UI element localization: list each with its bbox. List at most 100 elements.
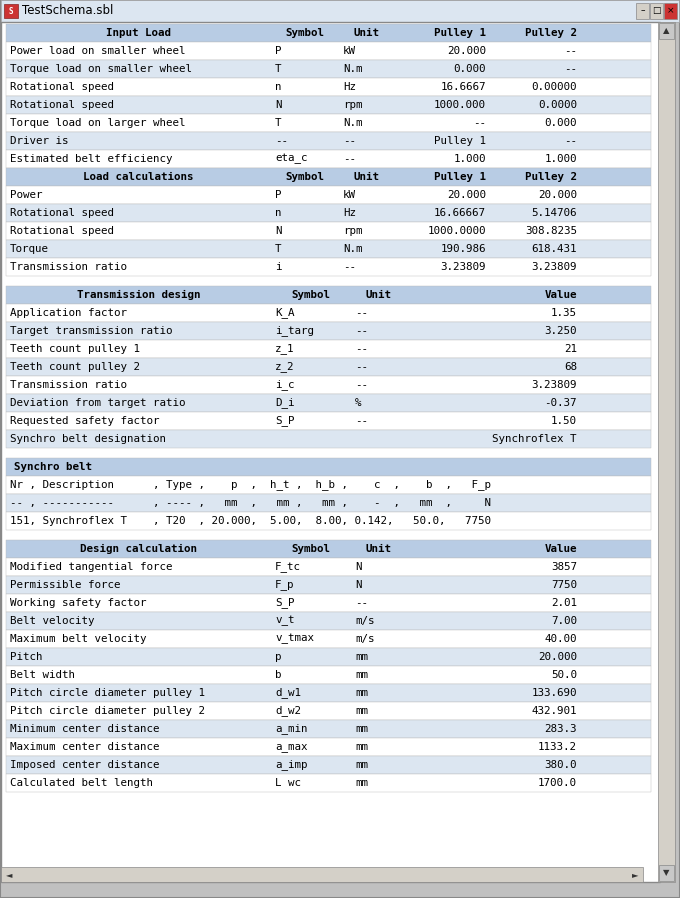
Text: Hz: Hz [343, 82, 356, 92]
Bar [6, 376, 651, 394]
Text: N.m: N.m [343, 118, 362, 128]
Text: Torque load on smaller wheel: Torque load on smaller wheel [10, 64, 192, 74]
Text: F_p: F_p [275, 579, 294, 591]
Text: T: T [275, 64, 282, 74]
Text: v_tmax: v_tmax [275, 634, 314, 644]
Text: P: P [275, 190, 282, 200]
Text: 0.000: 0.000 [545, 118, 577, 128]
Text: --: -- [355, 598, 368, 608]
Text: n: n [275, 208, 282, 218]
Text: Power: Power [10, 190, 42, 200]
Bar [6, 540, 651, 558]
Text: i_c: i_c [275, 380, 294, 391]
Text: 0.0000: 0.0000 [538, 100, 577, 110]
Text: -0.37: -0.37 [545, 398, 577, 408]
Bar [6, 24, 651, 42]
Text: 1000.0000: 1000.0000 [428, 226, 486, 236]
Text: Minimum center distance: Minimum center distance [10, 724, 160, 734]
Bar [650, 3, 663, 19]
Text: Torque load on larger wheel: Torque load on larger wheel [10, 118, 186, 128]
Bar [6, 512, 651, 530]
Text: 20.000: 20.000 [538, 652, 577, 662]
Bar [6, 630, 651, 648]
Text: 16.66667: 16.66667 [434, 208, 486, 218]
Text: ◄: ◄ [5, 870, 12, 879]
Bar [659, 23, 674, 39]
Text: Rotational speed: Rotational speed [10, 226, 114, 236]
Text: --: -- [564, 64, 577, 74]
Text: Driver is: Driver is [10, 136, 69, 146]
Text: Transmission ratio: Transmission ratio [10, 380, 127, 390]
Text: Pulley 2: Pulley 2 [525, 28, 577, 38]
Bar [6, 114, 651, 132]
Text: Maximum center distance: Maximum center distance [10, 742, 160, 752]
Text: 308.8235: 308.8235 [525, 226, 577, 236]
Text: mm: mm [355, 670, 368, 680]
Text: D_i: D_i [275, 398, 294, 409]
Text: ×: × [667, 6, 675, 15]
Text: z_2: z_2 [275, 362, 294, 373]
Text: a_min: a_min [275, 724, 307, 735]
Text: T: T [275, 118, 282, 128]
Text: Torque: Torque [10, 244, 49, 254]
Text: mm: mm [355, 742, 368, 752]
Text: 380.0: 380.0 [545, 760, 577, 770]
Text: □: □ [652, 6, 661, 15]
Text: T: T [275, 244, 282, 254]
Text: Modified tangential force: Modified tangential force [10, 562, 173, 572]
Text: TestSchema.sbl: TestSchema.sbl [22, 4, 114, 17]
Bar [6, 168, 651, 186]
Bar [6, 150, 651, 168]
Text: --: -- [564, 46, 577, 56]
Text: Pitch circle diameter pulley 1: Pitch circle diameter pulley 1 [10, 688, 205, 698]
Text: a_imp: a_imp [275, 760, 307, 770]
Text: 16.6667: 16.6667 [441, 82, 486, 92]
Text: Unit: Unit [354, 172, 379, 182]
Text: z_1: z_1 [275, 344, 294, 355]
Text: N.m: N.m [343, 244, 362, 254]
Text: S_P: S_P [275, 416, 294, 427]
Bar [1, 867, 643, 882]
Text: p: p [275, 652, 282, 662]
Text: Synchroflex T: Synchroflex T [492, 434, 577, 444]
Text: Hz: Hz [343, 208, 356, 218]
Text: Value: Value [545, 544, 577, 554]
Text: K_A: K_A [275, 307, 294, 319]
Text: Value: Value [545, 290, 577, 300]
Bar [6, 240, 651, 258]
Text: --: -- [355, 362, 368, 372]
Text: Pulley 1: Pulley 1 [434, 172, 486, 182]
Text: Synchro belt: Synchro belt [14, 462, 92, 472]
Text: 3857: 3857 [551, 562, 577, 572]
Text: Transmission ratio: Transmission ratio [10, 262, 127, 272]
Text: 40.00: 40.00 [545, 634, 577, 644]
Bar [6, 304, 651, 322]
Text: 283.3: 283.3 [545, 724, 577, 734]
Bar [6, 738, 651, 756]
Text: kW: kW [343, 46, 356, 56]
Text: ►: ► [632, 870, 639, 879]
Bar [6, 412, 651, 430]
Text: 20.000: 20.000 [447, 46, 486, 56]
Text: --: -- [343, 262, 356, 272]
Bar [6, 684, 651, 702]
Text: 21: 21 [564, 344, 577, 354]
Text: --: -- [355, 380, 368, 390]
Text: Working safety factor: Working safety factor [10, 598, 146, 608]
Text: Teeth count pulley 1: Teeth count pulley 1 [10, 344, 140, 354]
Text: rpm: rpm [343, 226, 362, 236]
Text: 1700.0: 1700.0 [538, 778, 577, 788]
Text: eta_c: eta_c [275, 154, 307, 164]
Text: --: -- [355, 416, 368, 426]
Bar [6, 594, 651, 612]
Text: --: -- [355, 308, 368, 318]
Text: m/s: m/s [355, 634, 375, 644]
Text: N: N [355, 580, 362, 590]
Text: Symbol: Symbol [286, 28, 324, 38]
Text: b: b [275, 670, 282, 680]
Text: 1.35: 1.35 [551, 308, 577, 318]
Text: Estimated belt efficiency: Estimated belt efficiency [10, 154, 173, 164]
Text: kW: kW [343, 190, 356, 200]
Text: mm: mm [355, 652, 368, 662]
Text: Symbol: Symbol [292, 290, 330, 300]
